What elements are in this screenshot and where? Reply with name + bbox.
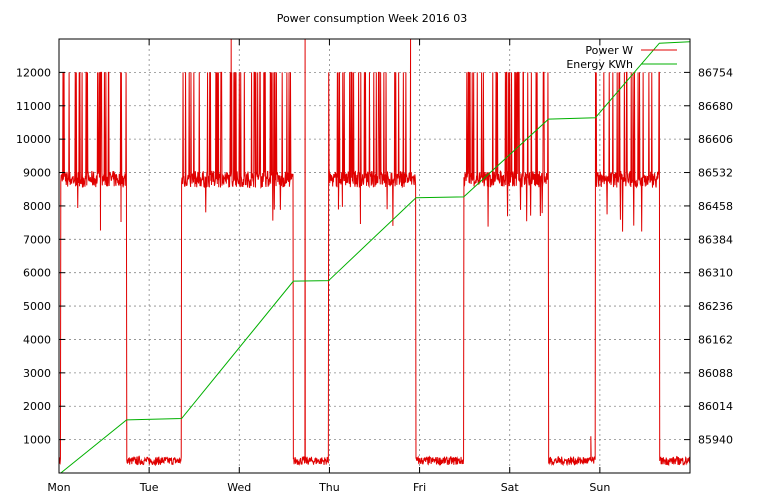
y-tick-label: 3000: [23, 367, 51, 380]
y-tick-label: 7000: [23, 233, 51, 246]
legend-label: Energy KWh: [566, 58, 633, 71]
y-tick-label: 12000: [16, 66, 51, 79]
y-tick-label: 1000: [23, 434, 51, 447]
y-tick-label: 6000: [23, 267, 51, 280]
plot-frame: [58, 38, 691, 474]
y2-tick-label: 86532: [698, 167, 733, 180]
x-tick-label: Wed: [227, 481, 251, 494]
chart-title: Power consumption Week 2016 03: [277, 12, 468, 25]
y2-tick-label: 86310: [698, 267, 733, 280]
y-tick-label: 2000: [23, 400, 51, 413]
y2-tick-label: 85940: [698, 434, 733, 447]
y2-tick-label: 86458: [698, 200, 733, 213]
x-tick-label: Mon: [47, 481, 70, 494]
y2-tick-label: 86162: [698, 333, 733, 346]
y2-tick-label: 86606: [698, 133, 733, 146]
x-tick-label: Sat: [501, 481, 520, 494]
x-tick-label: Tue: [139, 481, 159, 494]
y-tick-label: 9000: [23, 167, 51, 180]
y2-tick-label: 86754: [698, 66, 733, 79]
x-tick-label: Thu: [318, 481, 340, 494]
y-tick-label: 11000: [16, 100, 51, 113]
x-tick-label: Sun: [589, 481, 610, 494]
series-energy-line: [60, 41, 691, 474]
y2-tick-label: 86088: [698, 367, 733, 380]
y-tick-label: 8000: [23, 200, 51, 213]
legend-label: Power W: [585, 44, 633, 57]
series-layer: [58, 38, 691, 474]
series-power-line: [58, 38, 691, 467]
y-tick-label: 10000: [16, 133, 51, 146]
y2-tick-label: 86014: [698, 400, 733, 413]
y-tick-label: 4000: [23, 333, 51, 346]
axis-ticks: 1000 85940 2000 86014 3000 86088 4000 86162 5000…: [16, 39, 733, 494]
y2-tick-label: 86680: [698, 100, 733, 113]
grid-lines: [59, 39, 690, 473]
y2-tick-label: 86384: [698, 233, 733, 246]
y-tick-label: 5000: [23, 300, 51, 313]
y2-tick-label: 86236: [698, 300, 733, 313]
x-tick-label: Fri: [413, 481, 426, 494]
